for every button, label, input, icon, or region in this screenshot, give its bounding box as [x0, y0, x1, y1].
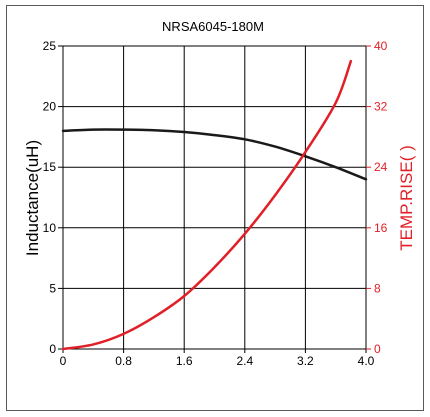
- y-right-tick-label: 40: [374, 39, 388, 53]
- grid: [63, 46, 366, 349]
- y-left-tick-label: 25: [43, 39, 57, 53]
- series-layer: [61, 59, 368, 351]
- x-tick-label: 1.6: [176, 354, 193, 368]
- temp-rise-line: [61, 59, 353, 351]
- x-tick-label: 0: [60, 354, 67, 368]
- y-left-tick-label: 10: [43, 221, 57, 235]
- y-right-tick-label: 32: [374, 100, 388, 114]
- y-right-tick-label: 0: [374, 342, 381, 356]
- y-left-tick-label: 5: [49, 281, 56, 295]
- y-right-tick-label: 8: [374, 281, 381, 295]
- y-axis-right: 0 8 16 24 32 40: [366, 39, 388, 356]
- x-tick-label: 4.0: [358, 354, 375, 368]
- inductance-line: [61, 128, 368, 181]
- y-axis-right-label: TEMP.RISE( ): [397, 145, 416, 250]
- x-tick-label: 0.8: [115, 354, 132, 368]
- x-axis: 0 0.8 1.6 2.4 3.2 4.0: [60, 349, 375, 368]
- y-axis-left-label: Inductance(uH): [23, 140, 42, 256]
- x-tick-label: 2.4: [236, 354, 253, 368]
- chart-title: NRSA6045-180M: [162, 19, 264, 34]
- y-left-tick-label: 0: [49, 342, 56, 356]
- y-right-tick-label: 24: [374, 160, 388, 174]
- y-axis-left: 0 5 10 15 20 25: [43, 39, 63, 356]
- x-tick-label: 3.2: [297, 354, 314, 368]
- plot-area: [62, 45, 367, 350]
- chart-frame: [6, 5, 424, 411]
- y-right-tick-label: 16: [374, 221, 388, 235]
- y-left-tick-label: 20: [43, 100, 57, 114]
- y-left-tick-label: 15: [43, 160, 57, 174]
